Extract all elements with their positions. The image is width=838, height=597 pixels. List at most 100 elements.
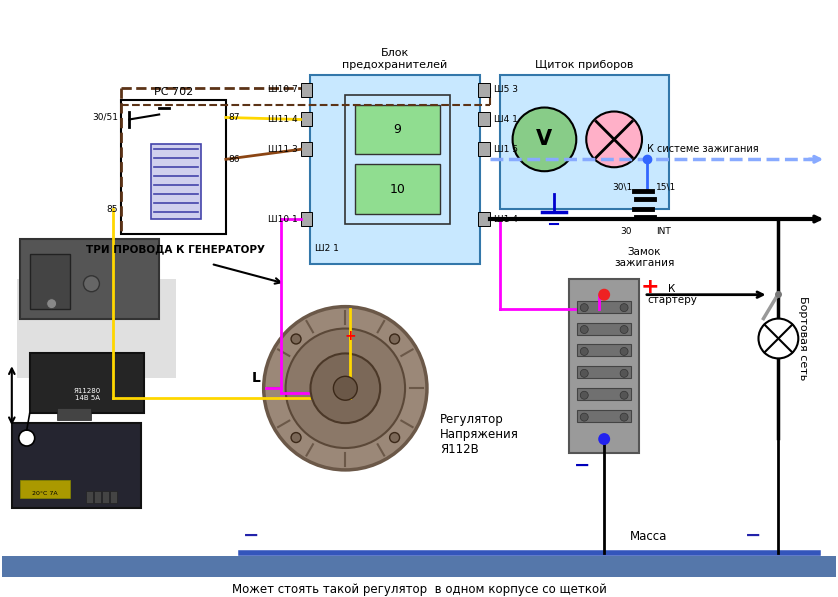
Bar bbox=[478, 212, 489, 226]
Text: 30/51: 30/51 bbox=[92, 113, 118, 122]
Text: Ш4 1: Ш4 1 bbox=[494, 115, 518, 124]
Bar bbox=[29, 254, 70, 309]
Text: Ш1 4: Ш1 4 bbox=[494, 214, 518, 223]
Bar bbox=[499, 75, 669, 209]
Circle shape bbox=[286, 328, 405, 448]
Circle shape bbox=[390, 433, 400, 442]
Circle shape bbox=[311, 353, 380, 423]
Text: INT: INT bbox=[656, 227, 670, 236]
Circle shape bbox=[580, 391, 588, 399]
Bar bbox=[577, 322, 631, 334]
Bar bbox=[577, 410, 631, 422]
Text: −: − bbox=[242, 525, 259, 544]
Text: Регулятор
Напряжения
Я112В: Регулятор Напряжения Я112В bbox=[440, 413, 519, 456]
Text: −: − bbox=[745, 525, 762, 544]
Bar bbox=[20, 239, 159, 319]
Bar bbox=[301, 142, 313, 156]
Circle shape bbox=[620, 347, 628, 355]
Bar bbox=[355, 104, 440, 154]
Bar bbox=[102, 491, 110, 503]
Text: РС 702: РС 702 bbox=[154, 87, 194, 97]
Bar bbox=[311, 75, 479, 264]
Circle shape bbox=[513, 107, 577, 171]
Text: Ш11 4: Ш11 4 bbox=[268, 115, 297, 124]
Bar bbox=[345, 94, 450, 224]
Text: 9: 9 bbox=[394, 123, 401, 136]
Circle shape bbox=[264, 307, 427, 470]
Text: Ш5 3: Ш5 3 bbox=[494, 85, 518, 94]
Text: Щиток приборов: Щиток приборов bbox=[535, 60, 634, 70]
Circle shape bbox=[587, 112, 642, 167]
Text: −: − bbox=[574, 456, 591, 475]
Circle shape bbox=[291, 433, 301, 442]
Circle shape bbox=[620, 304, 628, 312]
Bar bbox=[301, 112, 313, 127]
Text: Ш10 7: Ш10 7 bbox=[268, 85, 297, 94]
Bar bbox=[577, 388, 631, 400]
Text: Ш2 1: Ш2 1 bbox=[315, 244, 339, 253]
Bar bbox=[301, 212, 313, 226]
Circle shape bbox=[18, 430, 34, 446]
Text: +: + bbox=[641, 277, 660, 297]
Circle shape bbox=[580, 413, 588, 421]
Text: 30: 30 bbox=[621, 227, 632, 236]
Text: Может стоять такой регулятор  в одном корпусе со щеткой: Может стоять такой регулятор в одном кор… bbox=[231, 583, 607, 596]
Circle shape bbox=[758, 319, 799, 358]
Circle shape bbox=[580, 304, 588, 312]
Bar bbox=[95, 491, 101, 503]
Circle shape bbox=[620, 413, 628, 421]
Circle shape bbox=[598, 289, 610, 301]
Bar bbox=[122, 100, 226, 234]
Text: 86: 86 bbox=[229, 155, 241, 164]
Bar bbox=[577, 344, 631, 356]
Bar bbox=[57, 408, 91, 420]
Text: V: V bbox=[536, 130, 552, 149]
Bar bbox=[151, 144, 201, 219]
Circle shape bbox=[598, 433, 610, 445]
Circle shape bbox=[580, 370, 588, 377]
Bar bbox=[12, 423, 142, 507]
Circle shape bbox=[334, 376, 357, 400]
Text: L: L bbox=[251, 371, 260, 385]
Text: Ш1 5: Ш1 5 bbox=[494, 145, 518, 154]
Circle shape bbox=[84, 276, 100, 292]
Bar bbox=[355, 164, 440, 214]
Bar bbox=[29, 353, 144, 413]
Text: 87: 87 bbox=[229, 113, 241, 122]
Bar bbox=[577, 367, 631, 378]
Text: ТРИ ПРОВОДА К ГЕНЕРАТОРУ: ТРИ ПРОВОДА К ГЕНЕРАТОРУ bbox=[86, 244, 266, 254]
Bar bbox=[478, 142, 489, 156]
Text: +: + bbox=[344, 330, 356, 343]
Circle shape bbox=[390, 334, 400, 344]
Text: 15\1: 15\1 bbox=[656, 183, 676, 192]
Bar bbox=[569, 279, 639, 453]
Circle shape bbox=[620, 325, 628, 334]
Text: Масса: Масса bbox=[630, 530, 668, 543]
Text: 20°C 7A: 20°C 7A bbox=[32, 491, 58, 496]
Text: Бортовая сеть: Бортовая сеть bbox=[799, 296, 809, 381]
Circle shape bbox=[620, 370, 628, 377]
Bar bbox=[301, 82, 313, 97]
Bar bbox=[478, 82, 489, 97]
Text: Замок
зажигания: Замок зажигания bbox=[613, 247, 675, 269]
Circle shape bbox=[291, 334, 301, 344]
Text: К системе зажигания: К системе зажигания bbox=[647, 144, 758, 154]
Text: 10: 10 bbox=[390, 183, 406, 196]
Circle shape bbox=[580, 347, 588, 355]
Bar bbox=[20, 480, 70, 498]
Polygon shape bbox=[17, 279, 176, 378]
Bar bbox=[577, 301, 631, 313]
Text: К
стартеру: К стартеру bbox=[647, 284, 697, 305]
Text: Ш10 1: Ш10 1 bbox=[268, 214, 297, 223]
Circle shape bbox=[620, 391, 628, 399]
Bar bbox=[478, 112, 489, 127]
Bar bbox=[86, 491, 94, 503]
Circle shape bbox=[47, 298, 57, 309]
Bar bbox=[2, 556, 836, 577]
Text: 30\1: 30\1 bbox=[612, 183, 632, 192]
Text: Блок
предохранителей: Блок предохранителей bbox=[343, 48, 447, 70]
Text: 85: 85 bbox=[106, 205, 118, 214]
Text: Я11280
14B 5A: Я11280 14B 5A bbox=[74, 388, 101, 401]
Circle shape bbox=[580, 325, 588, 334]
Bar bbox=[111, 491, 117, 503]
